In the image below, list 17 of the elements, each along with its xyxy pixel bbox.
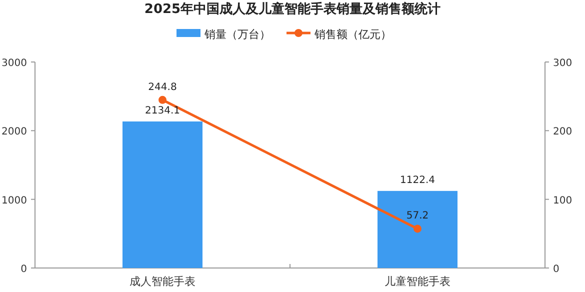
y2-tick-label: 100 [553,195,572,206]
data-label: 57.2 [406,210,429,222]
y2-tick-label: 0 [553,264,560,275]
data-label: 1122.4 [400,174,435,186]
y2-tick-label: 300 [553,58,572,69]
y-tick-label: 1000 [2,195,27,206]
y-tick-label: 0 [20,264,27,275]
y-tick-label: 2000 [2,126,27,138]
x-tick-label: 儿童智能手表 [384,275,450,288]
x-tick-label: 成人智能手表 [130,275,196,288]
legend-label: 销售额（亿元） [314,28,392,41]
y-tick-label: 3000 [2,58,27,69]
chart-title: 2025年中国成人及儿童智能手表销量及销售额统计 [144,1,441,17]
data-label: 2134.1 [145,105,180,116]
y2-tick-label: 200 [553,126,572,138]
data-label: 244.8 [148,82,177,93]
legend-label: 销量（万台） [204,28,270,41]
